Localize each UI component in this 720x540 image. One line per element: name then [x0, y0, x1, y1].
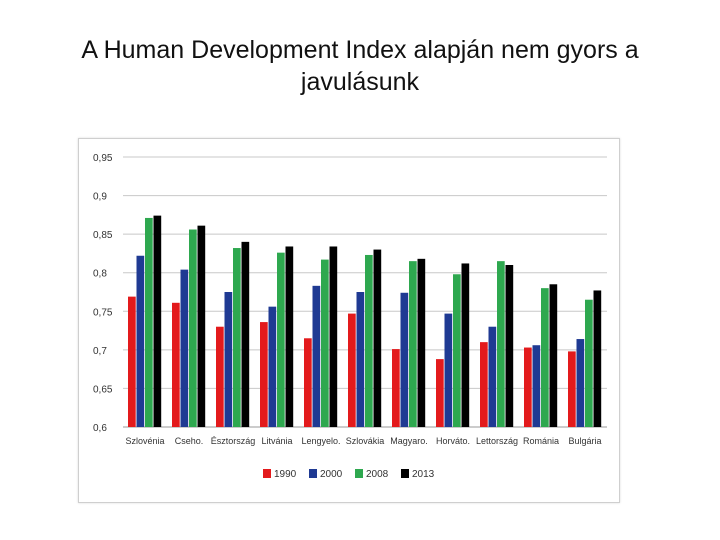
x-category-label: Szlovákia	[346, 436, 385, 446]
bar-2000	[356, 292, 365, 427]
bar-2000	[312, 285, 321, 427]
bar-1990	[392, 349, 400, 427]
bar-2013	[285, 246, 294, 427]
x-category-label: Szlovénia	[125, 436, 164, 446]
bar-1990	[260, 322, 268, 427]
y-tick-label: 0,8	[93, 269, 107, 280]
bar-2013	[593, 290, 602, 427]
bar-2008	[321, 259, 329, 427]
x-category-label: Magyaro.	[390, 436, 428, 446]
bar-2008	[541, 288, 549, 427]
bar-2000	[136, 255, 145, 427]
legend-label: 2000	[320, 469, 343, 480]
bar-2008	[277, 252, 285, 427]
y-tick-label: 0,75	[93, 307, 113, 318]
bar-2008	[365, 254, 373, 427]
legend-swatch-2008	[355, 469, 363, 478]
bar-1990	[436, 359, 444, 427]
bar-2000	[444, 313, 453, 427]
y-tick-label: 0,65	[93, 384, 113, 395]
bar-2008	[497, 261, 505, 427]
bar-2013	[241, 241, 250, 427]
y-tick-label: 0,85	[93, 230, 113, 241]
bar-2000	[268, 306, 277, 427]
legend-label: 2008	[366, 469, 389, 480]
x-category-label: Horváto.	[436, 436, 470, 446]
x-category-label: Litvánia	[261, 436, 292, 446]
bar-1990	[216, 326, 224, 427]
y-tick-label: 0,9	[93, 192, 107, 203]
bar-2013	[461, 263, 470, 427]
x-category-label: Románia	[523, 436, 559, 446]
bar-2000	[224, 292, 233, 427]
legend-label: 1990	[274, 469, 297, 480]
bar-2000	[488, 326, 497, 427]
bar-2013	[549, 284, 558, 427]
bar-2008	[409, 261, 417, 427]
x-category-label: Cseho.	[175, 436, 204, 446]
y-tick-label: 0,7	[93, 346, 107, 357]
bar-2013	[329, 246, 338, 427]
x-category-label: Észtország	[211, 436, 256, 446]
legend-swatch-1990	[263, 469, 271, 478]
x-category-label: Lettország	[476, 436, 518, 446]
bar-2008	[145, 217, 153, 427]
legend-swatch-2000	[309, 469, 317, 478]
bar-2008	[585, 299, 593, 427]
bar-2013	[197, 225, 206, 427]
bar-2013	[417, 258, 426, 427]
bar-2000	[576, 339, 585, 427]
bar-1990	[524, 347, 532, 427]
bar-1990	[568, 351, 576, 427]
hdi-bar-chart: 0,6 0,65 0,7 0,75 0,8 0,85 0,9 0,95 Szlovénia Cs…	[93, 153, 607, 480]
bar-2000	[400, 292, 409, 427]
bar-2008	[189, 229, 197, 427]
bar-1990	[304, 338, 312, 427]
y-tick-label: 0,6	[93, 423, 107, 434]
chart-frame: 0,6 0,65 0,7 0,75 0,8 0,85 0,9 0,95 Szlovénia Cs…	[78, 138, 620, 503]
bar-2000	[180, 269, 189, 427]
x-category-label: Bulgária	[568, 436, 601, 446]
bar-2013	[373, 249, 382, 427]
bar-2013	[505, 265, 514, 427]
bar-2000	[532, 345, 541, 427]
bar-1990	[480, 342, 488, 427]
bar-1990	[128, 296, 136, 427]
bar-1990	[348, 313, 356, 427]
bar-1990	[172, 302, 180, 427]
y-tick-label: 0,95	[93, 153, 113, 164]
bar-2008	[233, 248, 241, 427]
bar-2013	[153, 215, 162, 427]
x-category-label: Lengyelo.	[301, 436, 340, 446]
legend-swatch-2013	[401, 469, 409, 478]
bar-2008	[453, 274, 461, 427]
slide-title: A Human Development Index alapján nem gy…	[81, 36, 639, 96]
legend-label: 2013	[412, 469, 435, 480]
